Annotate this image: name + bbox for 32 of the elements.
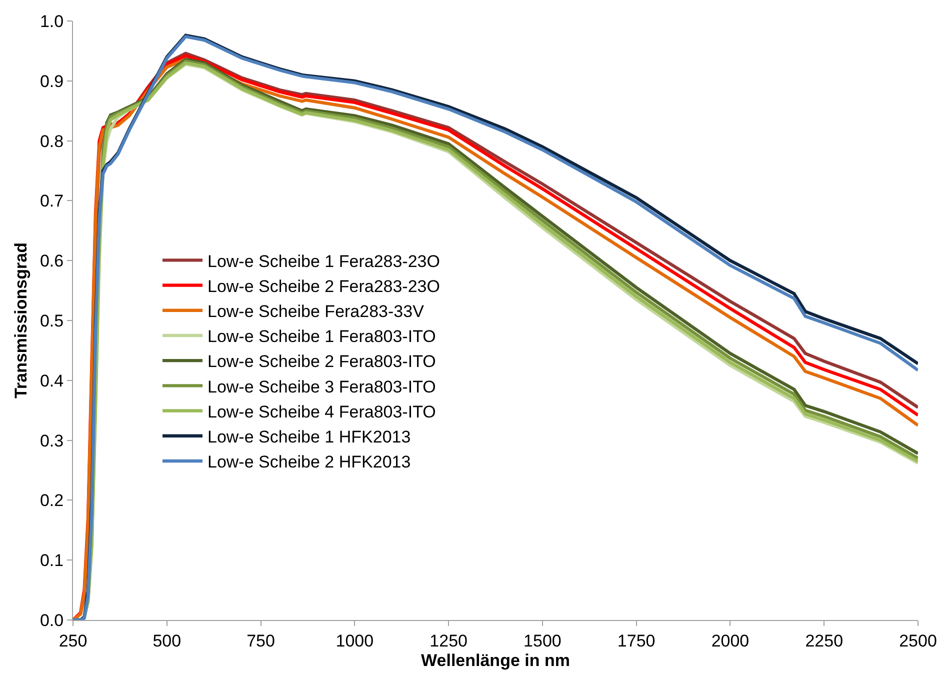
legend-label: Low-e Scheibe 3 Fera803-ITO	[208, 377, 436, 396]
x-axis-title: Wellenlänge in nm	[421, 650, 570, 670]
x-tick-label: 500	[152, 631, 182, 650]
legend-label: Low-e Scheibe 1 Fera803-ITO	[208, 327, 436, 346]
y-tick-label: 0.0	[40, 610, 64, 630]
y-tick-label: 0.6	[40, 252, 64, 271]
legend-label: Low-e Scheibe 2 Fera803-ITO	[208, 352, 436, 372]
y-tick-label: 0.3	[40, 431, 64, 450]
x-tick-label: 1250	[430, 631, 468, 650]
y-tick-label: 0.4	[40, 371, 64, 390]
y-axis-title: Transmissionsgrad	[12, 242, 31, 398]
x-tick-label: 2500	[899, 631, 937, 650]
x-tick-label: 750	[246, 631, 275, 650]
legend-label: Low-e Scheibe 2 Fera283-23O	[208, 276, 440, 296]
y-tick-label: 0.8	[40, 132, 64, 151]
y-tick-label: 0.9	[40, 72, 64, 91]
y-tick-label: 0.7	[40, 192, 64, 211]
legend-label: Low-e Scheibe Fera283-33V	[208, 302, 425, 322]
x-tick-label: 1000	[336, 631, 374, 650]
legend-label: Low-e Scheibe 4 Fera803-ITO	[208, 402, 436, 422]
x-tick-label: 1750	[617, 631, 656, 650]
legend-label: Low-e Scheibe 2 HFK2013	[208, 452, 411, 472]
y-tick-label: 0.5	[40, 311, 64, 330]
legend-label: Low-e Scheibe 1 HFK2013	[208, 428, 411, 447]
y-tick-label: 1.0	[40, 12, 64, 31]
x-tick-label: 2250	[805, 631, 844, 650]
y-tick-label: 0.2	[40, 491, 64, 510]
legend-label: Low-e Scheibe 1 Fera283-23O	[208, 252, 440, 271]
x-tick-label: 250	[58, 631, 88, 650]
x-tick-label: 1500	[524, 631, 562, 650]
x-tick-label: 2000	[711, 631, 750, 650]
y-tick-label: 0.1	[40, 551, 64, 570]
